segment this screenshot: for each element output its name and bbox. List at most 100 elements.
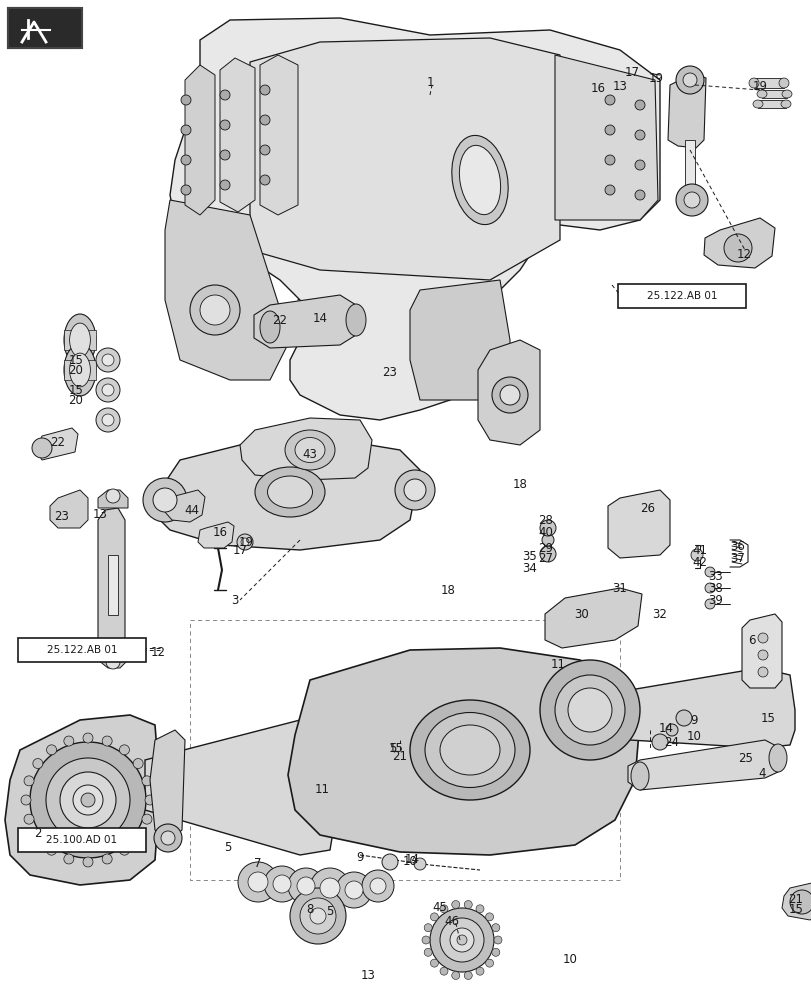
Circle shape [46, 845, 57, 855]
Circle shape [475, 905, 483, 913]
Text: 2: 2 [34, 827, 41, 840]
Circle shape [485, 959, 493, 967]
Circle shape [247, 872, 268, 892]
Ellipse shape [768, 744, 786, 772]
Circle shape [634, 160, 644, 170]
Circle shape [73, 785, 103, 815]
Text: 21: 21 [787, 893, 803, 906]
Text: 23: 23 [54, 510, 70, 522]
Circle shape [568, 688, 611, 732]
Ellipse shape [781, 90, 791, 98]
Polygon shape [98, 650, 128, 668]
Circle shape [493, 936, 501, 944]
Circle shape [541, 534, 553, 546]
Circle shape [430, 913, 438, 921]
Text: 3: 3 [231, 593, 238, 606]
Ellipse shape [748, 78, 758, 88]
Polygon shape [198, 522, 234, 548]
Circle shape [320, 878, 340, 898]
Circle shape [539, 546, 556, 562]
Polygon shape [254, 295, 355, 348]
Circle shape [500, 385, 519, 405]
Polygon shape [155, 440, 419, 550]
Circle shape [102, 384, 114, 396]
Circle shape [336, 872, 371, 908]
Circle shape [723, 234, 751, 262]
Circle shape [106, 655, 120, 669]
Circle shape [260, 115, 270, 125]
Circle shape [440, 967, 448, 975]
Circle shape [200, 295, 230, 325]
Text: 41: 41 [692, 544, 706, 556]
Text: 17: 17 [624, 66, 639, 79]
Text: 35: 35 [522, 550, 537, 562]
Ellipse shape [630, 762, 648, 790]
Text: 11: 11 [314, 783, 329, 796]
Polygon shape [250, 38, 560, 280]
Text: 23: 23 [382, 365, 397, 378]
Polygon shape [703, 218, 774, 268]
Polygon shape [98, 490, 128, 508]
Circle shape [102, 736, 112, 746]
Text: 8: 8 [306, 903, 313, 916]
Text: 24: 24 [663, 736, 679, 748]
Polygon shape [410, 280, 509, 400]
Circle shape [475, 967, 483, 975]
Polygon shape [627, 740, 779, 790]
Ellipse shape [70, 323, 90, 357]
Circle shape [604, 125, 614, 135]
Circle shape [310, 908, 325, 924]
Circle shape [704, 583, 714, 593]
Circle shape [83, 733, 93, 743]
Polygon shape [64, 360, 96, 380]
Polygon shape [165, 490, 204, 522]
Text: 19: 19 [648, 72, 663, 85]
Text: 10: 10 [402, 855, 417, 868]
Circle shape [32, 831, 43, 841]
Text: 9: 9 [689, 714, 697, 726]
Text: 29: 29 [538, 542, 553, 554]
Circle shape [181, 95, 191, 105]
Circle shape [491, 924, 500, 932]
Text: 15: 15 [388, 742, 403, 754]
Circle shape [96, 348, 120, 372]
Circle shape [181, 155, 191, 165]
Text: 28: 28 [538, 514, 553, 526]
Polygon shape [544, 588, 642, 648]
Circle shape [423, 948, 431, 956]
Circle shape [422, 936, 430, 944]
Text: 16: 16 [212, 526, 227, 538]
Circle shape [676, 66, 703, 94]
Circle shape [237, 534, 253, 550]
Circle shape [220, 180, 230, 190]
Text: 31: 31 [611, 582, 627, 594]
Circle shape [24, 776, 34, 786]
Text: 26: 26 [640, 502, 654, 514]
Circle shape [757, 650, 767, 660]
Text: 15: 15 [760, 712, 775, 724]
Text: 15: 15 [787, 903, 802, 916]
Circle shape [440, 905, 448, 913]
Circle shape [604, 185, 614, 195]
Circle shape [789, 890, 811, 914]
Polygon shape [50, 490, 88, 528]
Circle shape [704, 599, 714, 609]
Circle shape [264, 866, 299, 902]
Polygon shape [478, 340, 539, 445]
Circle shape [604, 155, 614, 165]
Circle shape [190, 285, 240, 335]
Circle shape [238, 862, 277, 902]
Circle shape [133, 831, 143, 841]
Circle shape [83, 857, 93, 867]
Text: 19: 19 [238, 536, 253, 548]
Circle shape [161, 831, 175, 845]
Circle shape [485, 913, 493, 921]
Polygon shape [667, 74, 705, 148]
Text: 21: 21 [392, 750, 407, 762]
Circle shape [539, 660, 639, 760]
Text: 14: 14 [312, 312, 327, 324]
Circle shape [491, 377, 527, 413]
Circle shape [145, 795, 155, 805]
Polygon shape [240, 418, 371, 480]
Ellipse shape [752, 100, 762, 108]
